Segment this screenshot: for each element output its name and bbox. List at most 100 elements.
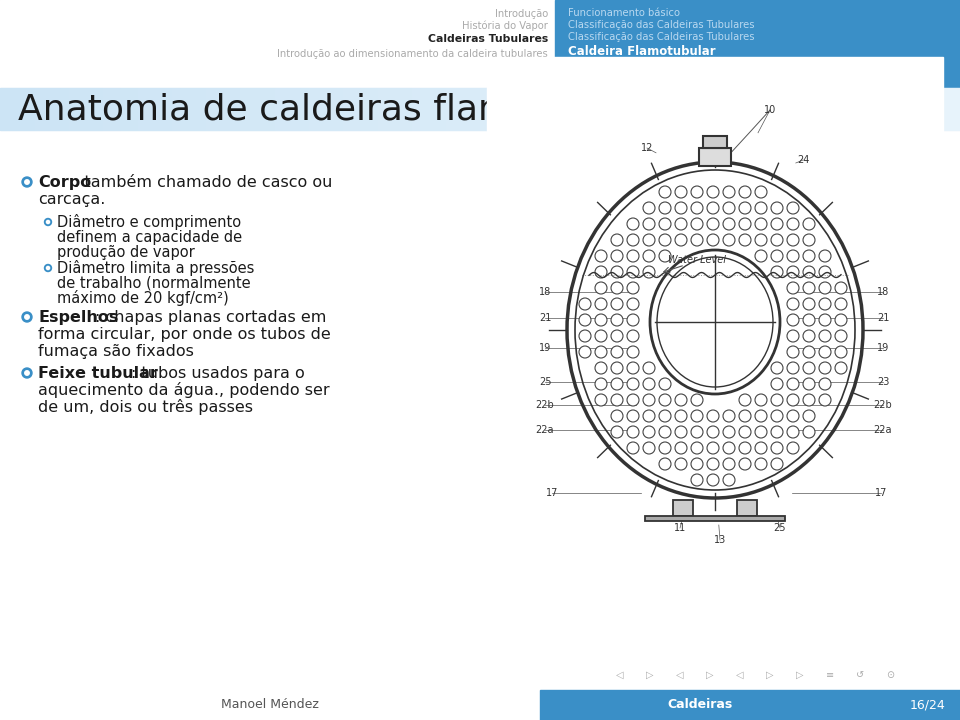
Bar [734, 88, 735, 130]
Bar [747, 88, 748, 130]
Bar [608, 88, 609, 130]
Bar [530, 88, 531, 130]
Bar [673, 88, 674, 130]
Bar [280, 88, 281, 130]
Bar [53, 88, 54, 130]
Bar [461, 88, 462, 130]
Circle shape [787, 218, 799, 230]
Bar [916, 88, 917, 130]
Circle shape [579, 314, 591, 326]
Bar [592, 88, 593, 130]
Circle shape [803, 330, 815, 342]
Bar [805, 88, 806, 130]
Bar [953, 88, 954, 130]
Bar [198, 88, 199, 130]
Circle shape [659, 250, 671, 262]
Bar [602, 88, 603, 130]
Circle shape [643, 426, 655, 438]
Bar [545, 88, 546, 130]
Bar [525, 88, 526, 130]
Bar [866, 88, 867, 130]
Bar [699, 88, 700, 130]
Bar [30, 88, 31, 130]
Bar [726, 88, 727, 130]
Circle shape [803, 346, 815, 358]
Bar [377, 88, 378, 130]
Bar [136, 88, 137, 130]
Bar [253, 88, 254, 130]
Bar [546, 88, 547, 130]
Bar [479, 88, 480, 130]
Bar [397, 88, 398, 130]
Bar [838, 88, 839, 130]
Bar [589, 88, 590, 130]
Bar [72, 88, 73, 130]
Bar [763, 88, 764, 130]
Bar [287, 88, 288, 130]
Bar [828, 88, 829, 130]
Bar [604, 88, 605, 130]
Circle shape [611, 250, 623, 262]
Bar [784, 88, 785, 130]
Bar [28, 88, 29, 130]
Bar [670, 88, 671, 130]
Bar [615, 88, 616, 130]
Bar [755, 88, 756, 130]
Bar [300, 88, 301, 130]
Bar [795, 88, 796, 130]
Bar [58, 88, 59, 130]
Bar [120, 88, 121, 130]
Circle shape [819, 394, 831, 406]
Bar [794, 88, 795, 130]
Bar [486, 88, 487, 130]
Text: forma circular, por onde os tubos de: forma circular, por onde os tubos de [38, 326, 331, 341]
Bar [325, 88, 326, 130]
Bar [704, 88, 705, 130]
Bar [923, 88, 924, 130]
Circle shape [595, 330, 607, 342]
Circle shape [659, 234, 671, 246]
Bar [158, 88, 159, 130]
Bar [296, 88, 297, 130]
Bar [405, 88, 406, 130]
Text: fumaça são fixados: fumaça são fixados [38, 343, 194, 359]
Bar [946, 88, 947, 130]
Bar [702, 88, 703, 130]
Bar [138, 88, 139, 130]
Bar [697, 88, 698, 130]
Bar [930, 88, 931, 130]
Bar [356, 88, 357, 130]
Bar [268, 88, 269, 130]
Bar [267, 88, 268, 130]
Bar [574, 88, 575, 130]
Bar [164, 88, 165, 130]
Bar [133, 88, 134, 130]
Bar [824, 88, 825, 130]
Bar [469, 88, 470, 130]
Bar [857, 88, 858, 130]
Bar [167, 88, 168, 130]
Bar [75, 88, 76, 130]
Circle shape [611, 410, 623, 422]
Bar [674, 88, 675, 130]
Circle shape [755, 234, 767, 246]
Ellipse shape [650, 250, 780, 394]
Bar [944, 88, 945, 130]
Bar [673, 500, 693, 516]
Bar [535, 88, 536, 130]
Bar [696, 88, 697, 130]
Bar [35, 88, 36, 130]
Bar [6, 88, 7, 130]
Text: 11: 11 [674, 523, 686, 533]
Bar [874, 88, 875, 130]
Bar [792, 88, 793, 130]
Bar [420, 88, 421, 130]
Bar [822, 88, 823, 130]
Bar [111, 88, 112, 130]
Bar [840, 88, 841, 130]
Circle shape [755, 442, 767, 454]
Bar [737, 500, 757, 516]
Bar [699, 148, 731, 166]
Bar [39, 88, 40, 130]
Bar [688, 88, 689, 130]
